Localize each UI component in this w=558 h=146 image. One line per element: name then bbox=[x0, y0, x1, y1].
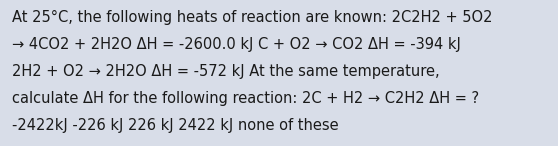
Text: 2H2 + O2 → 2H2O ΔH = -572 kJ At the same temperature,: 2H2 + O2 → 2H2O ΔH = -572 kJ At the same… bbox=[12, 64, 440, 79]
Text: calculate ΔH for the following reaction: 2C + H2 → C2H2 ΔH = ?: calculate ΔH for the following reaction:… bbox=[12, 91, 479, 106]
Text: -2422kJ -226 kJ 226 kJ 2422 kJ none of these: -2422kJ -226 kJ 226 kJ 2422 kJ none of t… bbox=[12, 118, 339, 133]
Text: → 4CO2 + 2H2O ΔH = -2600.0 kJ C + O2 → CO2 ΔH = -394 kJ: → 4CO2 + 2H2O ΔH = -2600.0 kJ C + O2 → C… bbox=[12, 37, 461, 52]
Text: At 25°C, the following heats of reaction are known: 2C2H2 + 5O2: At 25°C, the following heats of reaction… bbox=[12, 10, 493, 25]
